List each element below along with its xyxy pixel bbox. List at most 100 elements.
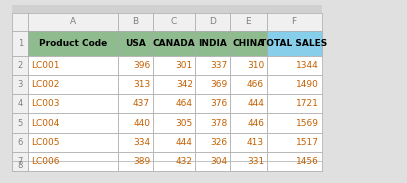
Bar — [267, 152, 322, 171]
Text: 432: 432 — [176, 157, 193, 166]
Text: 1517: 1517 — [296, 138, 319, 147]
Text: 389: 389 — [133, 157, 150, 166]
Bar — [153, 133, 195, 152]
Bar — [12, 94, 28, 113]
Text: 5: 5 — [18, 119, 23, 128]
Text: 310: 310 — [247, 61, 264, 70]
Bar — [12, 133, 28, 152]
Bar — [195, 152, 230, 171]
Text: 2: 2 — [18, 61, 23, 70]
Text: 466: 466 — [247, 80, 264, 89]
Bar — [195, 13, 230, 31]
Bar — [230, 13, 267, 31]
Text: 313: 313 — [133, 80, 150, 89]
Bar — [195, 160, 230, 171]
Text: 334: 334 — [133, 138, 150, 147]
Text: CANADA: CANADA — [153, 39, 195, 48]
Bar — [12, 160, 28, 171]
Text: 3: 3 — [18, 80, 23, 89]
Text: 8: 8 — [18, 161, 23, 170]
Bar — [195, 133, 230, 152]
Text: LC002: LC002 — [31, 80, 59, 89]
Text: 6: 6 — [18, 138, 23, 147]
Bar — [28, 133, 118, 152]
Text: 464: 464 — [176, 99, 193, 108]
Text: 376: 376 — [210, 99, 228, 108]
Bar — [153, 13, 195, 31]
Bar — [28, 75, 118, 94]
Bar — [118, 133, 153, 152]
Bar — [12, 75, 28, 94]
Bar — [230, 31, 267, 56]
Bar — [267, 56, 322, 75]
Bar — [267, 75, 322, 94]
Bar — [12, 113, 28, 133]
Bar — [118, 56, 153, 75]
Bar — [118, 75, 153, 94]
Bar — [267, 13, 322, 31]
Text: 444: 444 — [176, 138, 193, 147]
Bar — [195, 94, 230, 113]
Bar — [153, 160, 195, 171]
Bar — [195, 113, 230, 133]
Text: 4: 4 — [18, 99, 23, 108]
Bar — [118, 31, 153, 56]
Bar — [230, 75, 267, 94]
Bar — [195, 75, 230, 94]
Text: 326: 326 — [210, 138, 228, 147]
Bar — [153, 31, 195, 56]
Text: 304: 304 — [210, 157, 228, 166]
Bar — [118, 113, 153, 133]
Text: 1: 1 — [18, 39, 23, 48]
Text: LC003: LC003 — [31, 99, 59, 108]
Text: 444: 444 — [247, 99, 264, 108]
Bar — [28, 160, 118, 171]
Bar — [267, 133, 322, 152]
Text: 305: 305 — [176, 119, 193, 128]
Text: LC004: LC004 — [31, 119, 59, 128]
Bar — [230, 152, 267, 171]
Text: 1456: 1456 — [296, 157, 319, 166]
Bar — [28, 13, 118, 31]
Text: 1344: 1344 — [296, 61, 319, 70]
Bar — [267, 94, 322, 113]
Bar — [28, 152, 118, 171]
Bar — [12, 5, 322, 13]
Text: 337: 337 — [210, 61, 228, 70]
Bar — [230, 133, 267, 152]
Text: F: F — [291, 17, 297, 27]
Bar — [230, 160, 267, 171]
Text: 378: 378 — [210, 119, 228, 128]
Text: CHINA: CHINA — [232, 39, 265, 48]
Bar — [153, 75, 195, 94]
Bar — [153, 94, 195, 113]
Bar — [12, 152, 28, 171]
Bar — [118, 94, 153, 113]
Bar — [195, 56, 230, 75]
Bar — [230, 94, 267, 113]
Text: 331: 331 — [247, 157, 264, 166]
Bar — [118, 13, 153, 31]
Text: 440: 440 — [133, 119, 150, 128]
Bar — [267, 160, 322, 171]
Text: 7: 7 — [18, 157, 23, 166]
Text: 301: 301 — [176, 61, 193, 70]
Bar — [267, 113, 322, 133]
Bar — [118, 152, 153, 171]
Text: 1490: 1490 — [296, 80, 319, 89]
Text: 369: 369 — [210, 80, 228, 89]
Bar — [28, 113, 118, 133]
Bar — [230, 56, 267, 75]
Text: INDIA: INDIA — [198, 39, 227, 48]
Bar — [28, 94, 118, 113]
Text: 413: 413 — [247, 138, 264, 147]
Bar — [153, 56, 195, 75]
Text: LC001: LC001 — [31, 61, 59, 70]
Bar — [118, 160, 153, 171]
Text: A: A — [70, 17, 77, 27]
Bar — [28, 56, 118, 75]
Text: B: B — [132, 17, 138, 27]
Text: LC005: LC005 — [31, 138, 59, 147]
Text: 396: 396 — [133, 61, 150, 70]
Text: Product Code: Product Code — [39, 39, 107, 48]
